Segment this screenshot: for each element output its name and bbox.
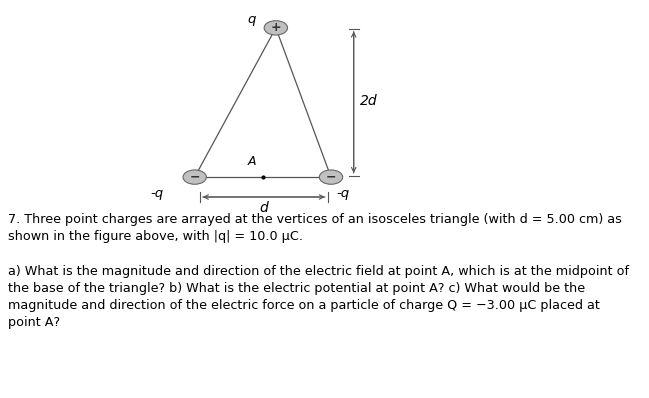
Circle shape (264, 21, 288, 35)
Text: −: − (326, 171, 336, 183)
Text: −: − (190, 171, 200, 183)
Circle shape (183, 170, 206, 184)
Text: +: + (271, 21, 281, 34)
Text: A: A (248, 155, 256, 168)
Text: 2d: 2d (360, 94, 378, 109)
Text: -q: -q (336, 187, 349, 199)
Text: d: d (259, 201, 268, 215)
Circle shape (319, 170, 343, 184)
Text: q: q (247, 13, 255, 25)
Text: -q: -q (151, 187, 164, 199)
Text: a) What is the magnitude and direction of the electric field at point A, which i: a) What is the magnitude and direction o… (8, 265, 630, 329)
Text: 7. Three point charges are arrayed at the vertices of an isosceles triangle (wit: 7. Three point charges are arrayed at th… (8, 213, 622, 243)
